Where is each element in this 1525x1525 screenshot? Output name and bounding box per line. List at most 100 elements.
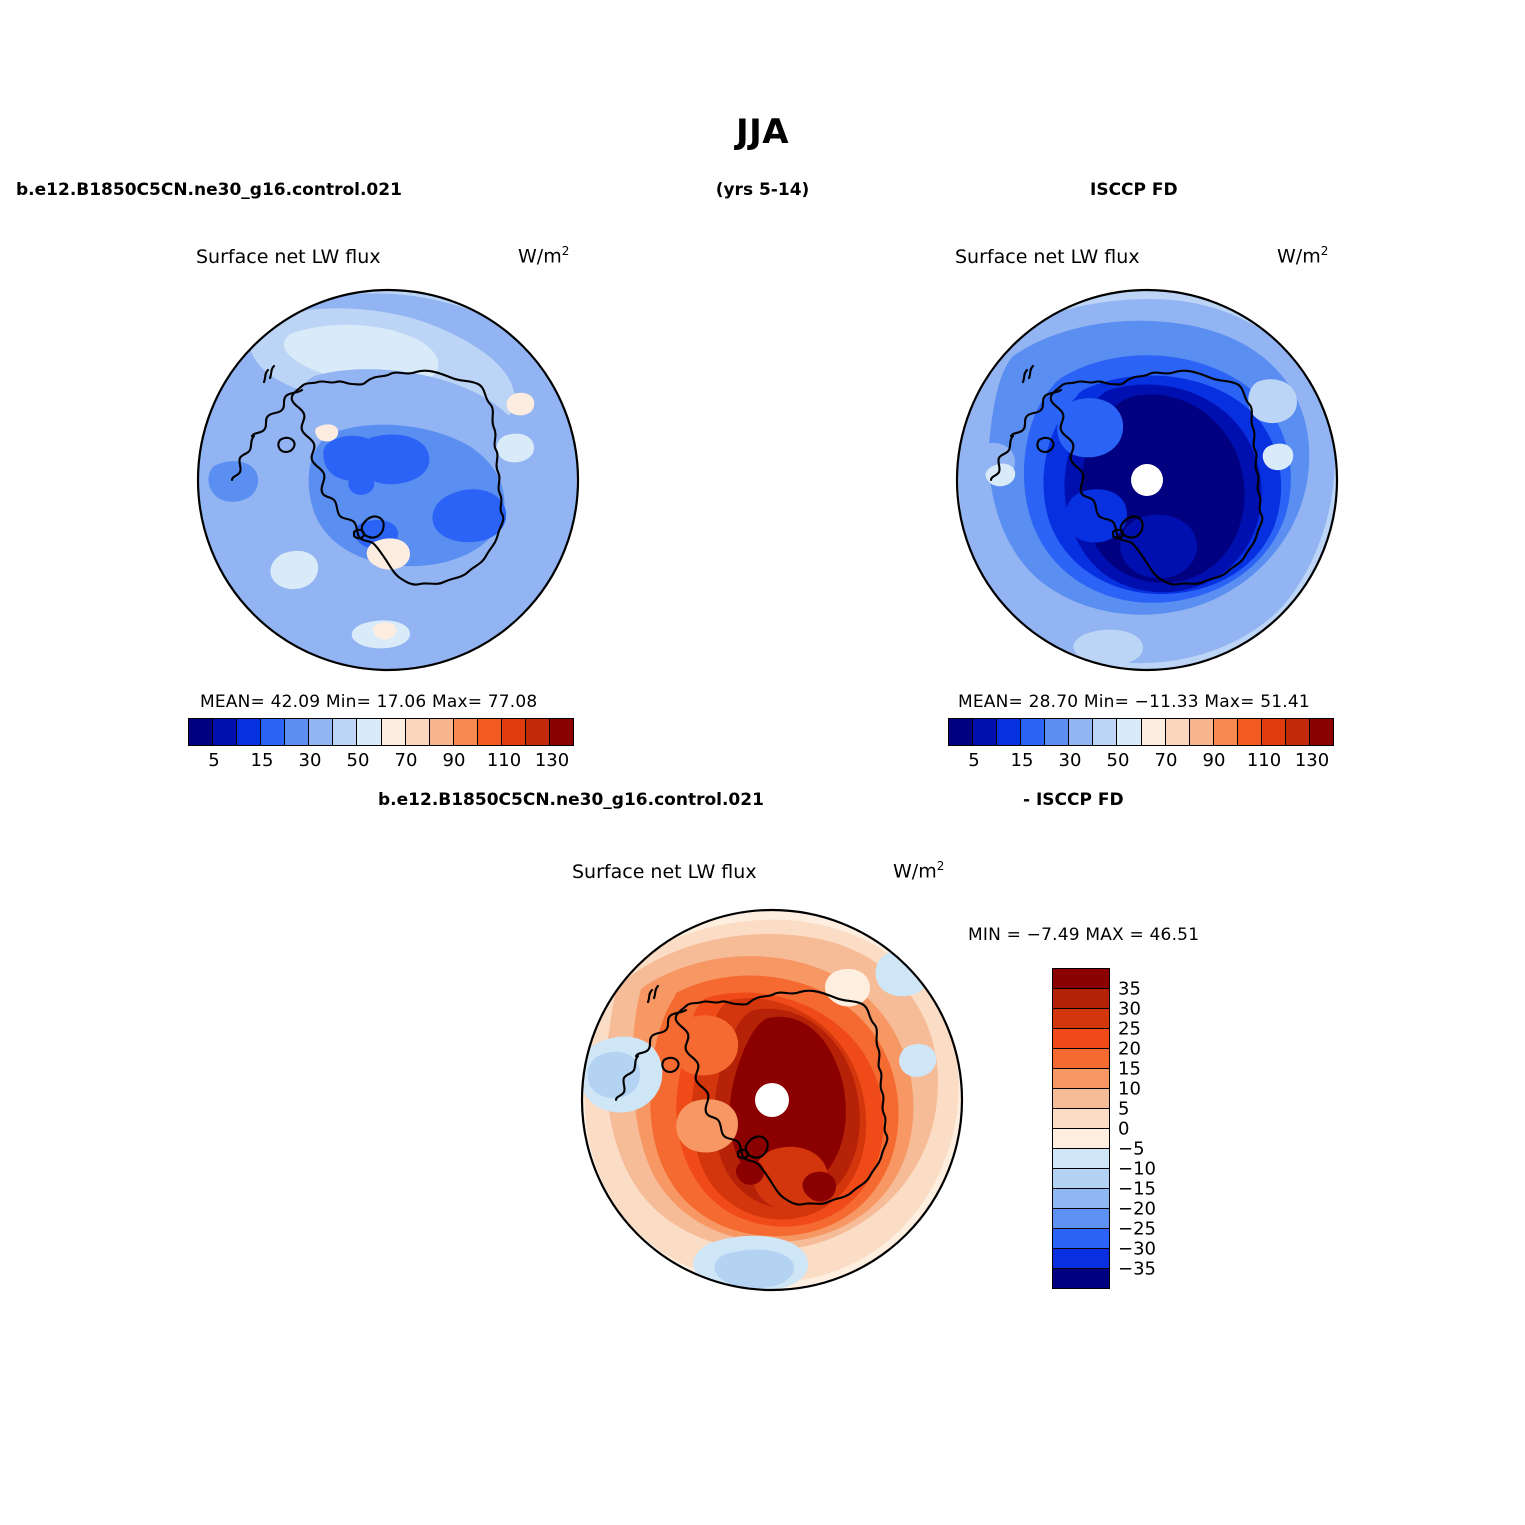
colorbar-tick-label: −15 <box>1118 1178 1156 1200</box>
diff-colorbar-labels: 35 30 25 20 15 10 5 0 −5 −10 −15 −20 −25… <box>1118 968 1188 1280</box>
colorbar-cell <box>1069 719 1094 745</box>
colorbar-tick-label: 50 <box>346 750 370 771</box>
diff-variable-name: Surface net LW flux <box>572 861 757 883</box>
antarctica-coastline <box>614 984 889 1206</box>
colorbar-tick-label: 70 <box>394 750 418 771</box>
colorbar-cell <box>453 719 478 745</box>
diff-stats-line: MIN = −7.49 MAX = 46.51 <box>968 925 1200 945</box>
colorbar-cell <box>1053 1029 1109 1049</box>
colorbar-cell <box>189 719 214 745</box>
colorbar-cell <box>1237 719 1262 745</box>
colorbar-cell <box>429 719 454 745</box>
model-colorbar[interactable] <box>188 718 574 746</box>
colorbar-cell <box>1053 1169 1109 1189</box>
colorbar-cell <box>1093 719 1118 745</box>
colorbar-cell <box>333 719 358 745</box>
diff-units-label: W/m2 <box>893 859 944 882</box>
colorbar-cell <box>405 719 430 745</box>
colorbar-cell <box>1053 1189 1109 1209</box>
colorbar-cell <box>1053 1129 1109 1149</box>
colorbar-tick-label: 30 <box>1058 750 1082 771</box>
model-case-label: b.e12.B1850C5CN.ne30_g16.control.021 <box>16 180 402 200</box>
obs-variable-name: Surface net LW flux <box>955 246 1140 268</box>
colorbar-tick-label: 5 <box>1118 1098 1130 1120</box>
colorbar-cell <box>1053 1069 1109 1089</box>
model-units-text: W/m <box>518 245 562 268</box>
colorbar-cell <box>213 719 238 745</box>
model-units-label: W/m2 <box>518 244 569 267</box>
colorbar-tick-label: 130 <box>534 750 570 771</box>
map-boundary-circle <box>196 288 580 672</box>
colorbar-tick-label: 15 <box>250 750 274 771</box>
colorbar-cell <box>285 719 310 745</box>
model-map[interactable] <box>194 286 582 674</box>
diff-colorbar[interactable] <box>1052 968 1110 1289</box>
colorbar-tick-label: 0 <box>1118 1118 1130 1140</box>
colorbar-tick-label: −20 <box>1118 1198 1156 1220</box>
years-label: (yrs 5-14) <box>715 180 810 200</box>
model-contour-fills <box>198 290 578 670</box>
diff-units-exponent: 2 <box>936 859 945 873</box>
diff-units-text: W/m <box>893 860 937 883</box>
pole-data-hole <box>1131 464 1163 496</box>
colorbar-cell <box>525 719 550 745</box>
colorbar-tick-label: 110 <box>1246 750 1282 771</box>
colorbar-cell <box>309 719 334 745</box>
colorbar-cell <box>1053 1049 1109 1069</box>
antarctica-coastline <box>230 364 505 586</box>
colorbar-tick-label: 25 <box>1118 1018 1141 1040</box>
colorbar-tick-label: 10 <box>1118 1078 1141 1100</box>
colorbar-cell <box>1053 1209 1109 1229</box>
model-variable-name: Surface net LW flux <box>196 246 381 268</box>
colorbar-cell <box>381 719 406 745</box>
map-boundary-circle <box>580 908 964 1292</box>
colorbar-tick-label: 50 <box>1106 750 1130 771</box>
obs-colorbar[interactable] <box>948 718 1334 746</box>
figure-title: JJA <box>735 112 790 152</box>
diff-map[interactable] <box>578 906 966 1294</box>
colorbar-tick-label: 90 <box>442 750 466 771</box>
colorbar-tick-label: 5 <box>208 750 220 771</box>
obs-units-exponent: 2 <box>1320 244 1329 258</box>
colorbar-tick-label: −5 <box>1118 1138 1145 1160</box>
colorbar-tick-label: 15 <box>1118 1058 1141 1080</box>
colorbar-cell <box>973 719 998 745</box>
colorbar-cell <box>949 719 974 745</box>
colorbar-tick-label: 110 <box>486 750 522 771</box>
colorbar-cell <box>1117 719 1142 745</box>
model-colorbar-labels: 5 15 30 50 70 90 110 130 <box>188 750 572 774</box>
obs-dataset-label: ISCCP FD <box>1090 180 1178 200</box>
model-units-exponent: 2 <box>561 244 570 258</box>
obs-colorbar-labels: 5 15 30 50 70 90 110 130 <box>948 750 1332 774</box>
colorbar-tick-label: 30 <box>1118 998 1141 1020</box>
colorbar-cell <box>1053 1009 1109 1029</box>
colorbar-cell <box>1053 1109 1109 1129</box>
model-stats-line: MEAN= 42.09 Min= 17.06 Max= 77.08 <box>200 692 538 712</box>
colorbar-cell <box>501 719 526 745</box>
pole-data-hole <box>755 1083 789 1117</box>
colorbar-cell <box>1053 1149 1109 1169</box>
colorbar-cell <box>1285 719 1310 745</box>
colorbar-cell <box>1021 719 1046 745</box>
model-map-svg <box>196 288 580 672</box>
colorbar-tick-label: 35 <box>1118 978 1141 1000</box>
colorbar-cell <box>1053 1229 1109 1249</box>
obs-units-label: W/m2 <box>1277 244 1328 267</box>
colorbar-cell <box>1053 1269 1109 1288</box>
colorbar-cell <box>1189 719 1214 745</box>
obs-map[interactable] <box>953 286 1341 674</box>
colorbar-tick-label: 90 <box>1202 750 1226 771</box>
colorbar-tick-label: −30 <box>1118 1238 1156 1260</box>
colorbar-cell <box>549 719 573 745</box>
antarctica-coastline <box>989 364 1264 586</box>
colorbar-cell <box>1309 719 1333 745</box>
colorbar-tick-label: 5 <box>968 750 980 771</box>
map-boundary-circle <box>955 288 1339 672</box>
colorbar-tick-label: 130 <box>1294 750 1330 771</box>
colorbar-tick-label: −25 <box>1118 1218 1156 1240</box>
colorbar-cell <box>1141 719 1166 745</box>
obs-units-text: W/m <box>1277 245 1321 268</box>
colorbar-tick-label: −35 <box>1118 1258 1156 1280</box>
colorbar-cell <box>1053 989 1109 1009</box>
colorbar-cell <box>477 719 502 745</box>
